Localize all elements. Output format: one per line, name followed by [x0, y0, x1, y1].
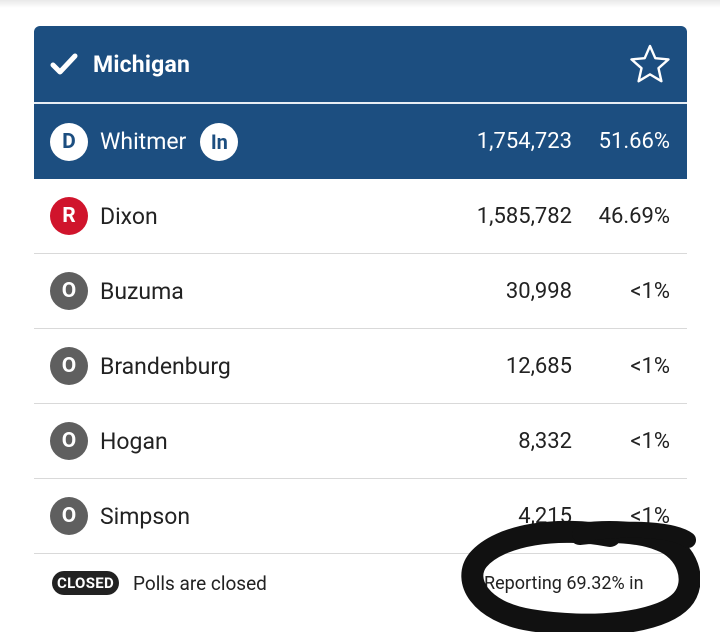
- candidate-percent: <1%: [630, 428, 670, 454]
- candidate-percent: <1%: [630, 503, 670, 529]
- reporting-text: Reporting 69.32% in: [484, 572, 644, 594]
- party-badge-other: O: [50, 272, 88, 310]
- candidate-name: Whitmer: [100, 128, 187, 155]
- candidate-votes: 12,685: [505, 353, 572, 379]
- candidate-votes: 1,754,723: [476, 129, 572, 154]
- candidate-percent: <1%: [630, 353, 670, 379]
- candidate-row-whitmer[interactable]: D Whitmer In 1,754,723 51.66%: [34, 104, 687, 179]
- race-footer: CLOSED Polls are closed Reporting 69.32%…: [34, 554, 687, 612]
- closed-badge: CLOSED: [52, 571, 120, 595]
- candidate-votes: 4,215: [518, 503, 572, 529]
- candidate-name: Brandenburg: [100, 352, 231, 380]
- top-shadow: [0, 0, 720, 8]
- race-results-card: Michigan D Whitmer In 1,754,723 51.66% R…: [34, 26, 687, 612]
- candidate-percent: 51.66%: [598, 129, 670, 154]
- header-divider: [34, 102, 687, 104]
- party-badge-democrat: D: [50, 122, 88, 161]
- candidate-row-hogan[interactable]: O Hogan 8,332 <1%: [34, 404, 687, 479]
- candidate-row-buzuma[interactable]: O Buzuma 30,998 <1%: [34, 254, 687, 329]
- party-badge-republican: R: [50, 197, 88, 235]
- candidate-row-simpson[interactable]: O Simpson 4,215 <1%: [34, 479, 687, 554]
- candidate-row-brandenburg[interactable]: O Brandenburg 12,685 <1%: [34, 329, 687, 404]
- candidate-percent: <1%: [630, 278, 670, 304]
- candidate-percent: 46.69%: [598, 203, 670, 229]
- candidate-votes: 1,585,782: [476, 203, 572, 229]
- candidate-name: Dixon: [100, 202, 158, 230]
- state-header[interactable]: Michigan: [34, 26, 687, 102]
- candidate-votes: 30,998: [505, 278, 572, 304]
- state-title: Michigan: [93, 50, 191, 78]
- candidate-row-dixon[interactable]: R Dixon 1,585,782 46.69%: [34, 179, 687, 254]
- candidate-votes: 8,332: [518, 428, 572, 454]
- candidate-name: Simpson: [100, 502, 191, 530]
- candidate-name: Hogan: [100, 427, 168, 455]
- star-outline-icon[interactable]: [629, 43, 671, 85]
- polls-status-text: Polls are closed: [133, 571, 267, 595]
- candidate-name: Buzuma: [100, 277, 184, 305]
- incumbent-badge: In: [200, 122, 239, 161]
- check-icon: [49, 49, 79, 79]
- party-badge-other: O: [50, 497, 88, 535]
- party-badge-other: O: [50, 422, 88, 460]
- party-badge-other: O: [50, 347, 88, 385]
